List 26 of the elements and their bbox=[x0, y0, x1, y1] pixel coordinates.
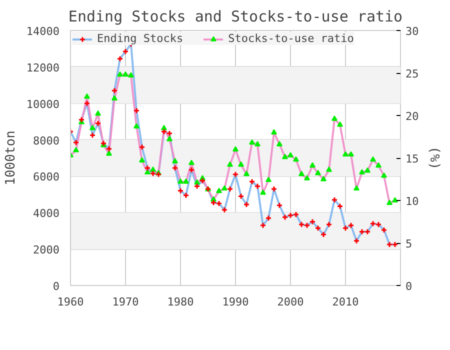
y-tick-label: 0 bbox=[52, 280, 60, 293]
x-tick-label: 2010 bbox=[332, 296, 359, 308]
y-axis-title: 1000ton bbox=[3, 130, 18, 186]
y-tick-label: 10000 bbox=[26, 98, 60, 111]
x-tick-label: 1960 bbox=[57, 296, 84, 308]
y2-axis-title: (%) bbox=[426, 146, 442, 170]
y-tick-label: 14000 bbox=[26, 25, 60, 38]
y2-tick-label: 25 bbox=[406, 68, 419, 80]
y2-tick-label: 5 bbox=[406, 238, 412, 250]
y2-tick-label: 15 bbox=[406, 152, 419, 166]
x-tick-label: 1980 bbox=[167, 296, 194, 308]
y-tick-label: 4000 bbox=[33, 207, 60, 220]
chart-title: Ending Stocks and Stocks-to-use ratio bbox=[68, 8, 403, 26]
y2-tick-label: 10 bbox=[406, 195, 419, 208]
y-tick-label: 8000 bbox=[33, 134, 60, 148]
y-tick-label: 6000 bbox=[33, 170, 60, 184]
legend-label: Ending Stocks bbox=[97, 32, 184, 45]
legend-label: Stocks-to-use ratio bbox=[228, 32, 354, 45]
y-tick-label: 12000 bbox=[26, 61, 60, 74]
y2-tick-label: 30 bbox=[406, 25, 419, 38]
y2-tick-label: 0 bbox=[406, 280, 412, 293]
x-tick-label: 1970 bbox=[112, 296, 139, 308]
y2-tick-label: 20 bbox=[406, 110, 419, 123]
y-tick-label: 2000 bbox=[33, 244, 60, 257]
x-tick-label: 2000 bbox=[277, 296, 304, 308]
x-tick-label: 1990 bbox=[222, 296, 249, 308]
